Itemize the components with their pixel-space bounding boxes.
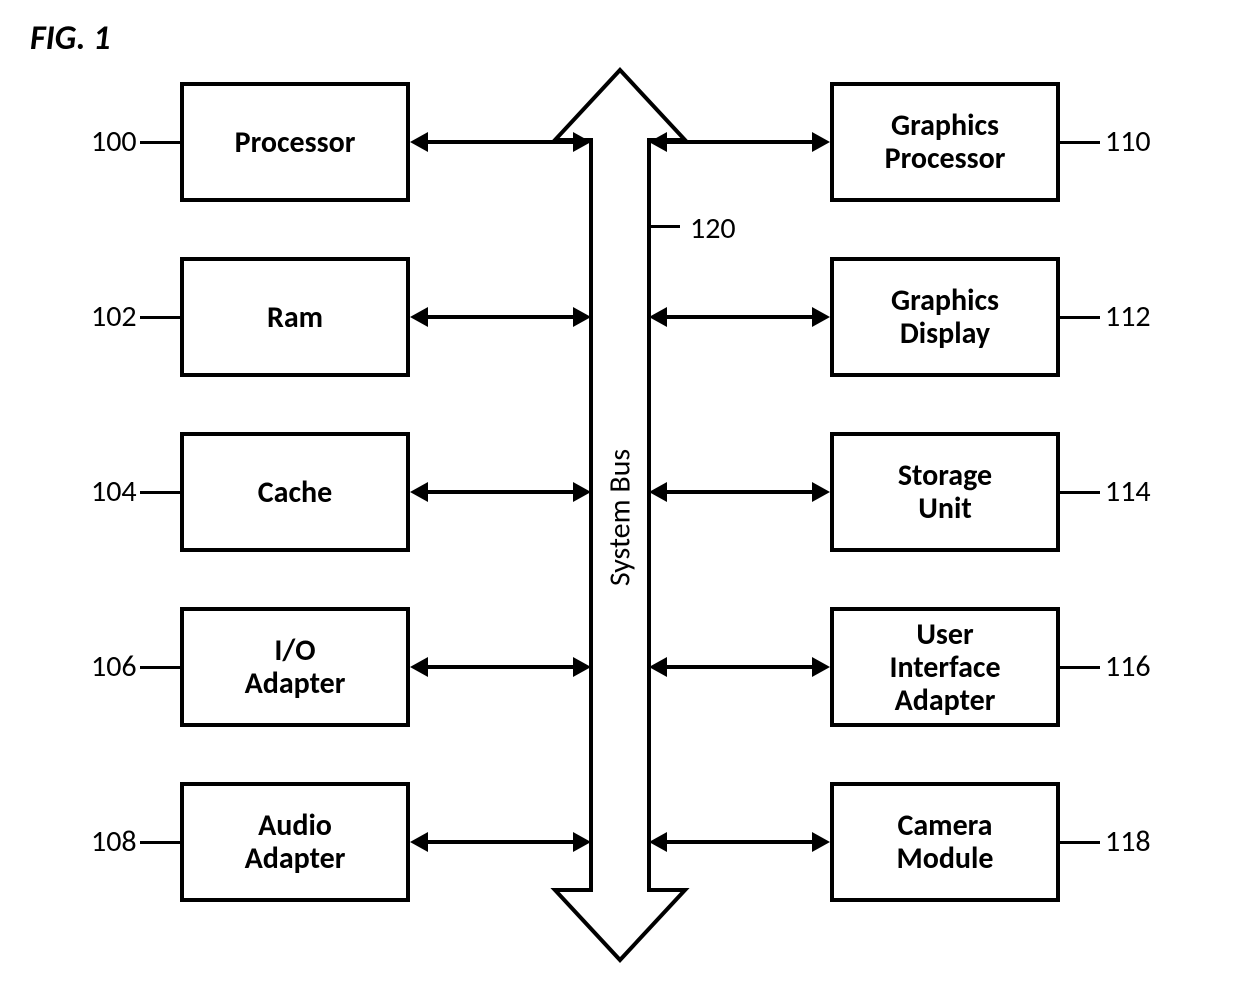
box-gpu: GraphicsProcessor [830,82,1060,202]
tick-processor [140,141,180,144]
box-io-adapter: I/OAdapter [180,607,410,727]
box-ui: UserInterfaceAdapter [830,607,1060,727]
figure-canvas: { "figure": { "title": "FIG. 1", "title_… [0,0,1240,994]
ref-gpu: 110 [1105,123,1151,160]
box-label: GraphicsDisplay [891,284,999,350]
ref-bus: 120 [690,210,736,247]
tick-gpu [1060,141,1100,144]
system-bus-label: System Bus [602,438,639,598]
ref-camera: 118 [1105,823,1151,860]
box-display: GraphicsDisplay [830,257,1060,377]
box-label: Cache [258,476,332,509]
tick-audio [140,841,180,844]
box-label: StorageUnit [898,459,992,525]
box-label: CameraModule [896,809,993,875]
tick-io-adapter [140,666,180,669]
tick-camera [1060,841,1100,844]
box-label: I/OAdapter [245,634,346,700]
tick-display [1060,316,1100,319]
box-label: Ram [267,301,323,334]
box-camera: CameraModule [830,782,1060,902]
ref-storage: 114 [1105,473,1151,510]
box-label: Processor [235,126,356,159]
tick-storage [1060,491,1100,494]
box-cache: Cache [180,432,410,552]
box-ram: Ram [180,257,410,377]
tick-ui [1060,666,1100,669]
box-storage: StorageUnit [830,432,1060,552]
box-label: UserInterfaceAdapter [889,618,1000,717]
box-label: AudioAdapter [245,809,346,875]
ref-bus-tick [649,225,680,228]
tick-ram [140,316,180,319]
ref-display: 112 [1105,298,1151,335]
figure-title: FIG. 1 [30,18,110,59]
box-label: GraphicsProcessor [885,109,1006,175]
tick-cache [140,491,180,494]
box-processor: Processor [180,82,410,202]
box-audio: AudioAdapter [180,782,410,902]
ref-ui: 116 [1105,648,1151,685]
